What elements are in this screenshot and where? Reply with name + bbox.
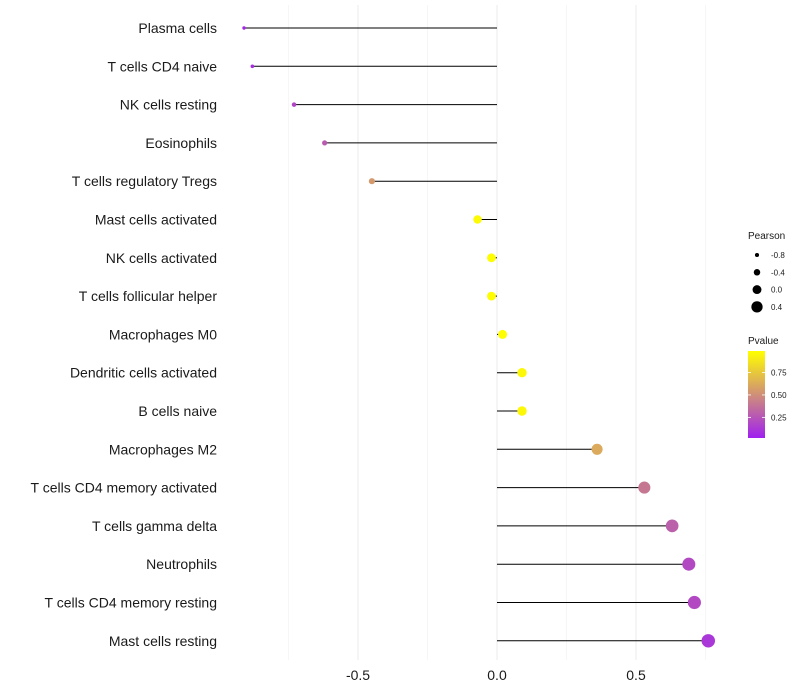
size-legend-key: [753, 269, 761, 276]
category-label: Dendritic cells activated: [70, 365, 217, 381]
category-label: Mast cells resting: [109, 633, 217, 649]
lollipop-point: [487, 291, 496, 301]
lollipop-point: [487, 253, 496, 263]
color-legend-bar: [748, 351, 765, 438]
color-legend-label: 0.50: [771, 391, 787, 400]
lollipop-point: [701, 634, 716, 648]
lollipop-point: [517, 367, 527, 378]
category-label: T cells gamma delta: [92, 518, 217, 534]
size-legend-key: [751, 301, 763, 313]
category-label: T cells CD4 naive: [108, 58, 218, 74]
grid-layer: [288, 5, 706, 660]
size-legend-label: -0.8: [771, 251, 785, 260]
lollipop-point: [242, 26, 246, 30]
size-legend-label: 0.0: [771, 286, 783, 295]
lollipop-point: [682, 557, 696, 571]
lollipop-point: [291, 102, 297, 107]
x-axis: -0.5 0.0 0.5: [346, 667, 646, 683]
size-legend-key: [754, 252, 760, 258]
category-label: Eosinophils: [145, 135, 217, 151]
category-axis: Plasma cells T cells CD4 naive NK cells re…: [31, 20, 218, 649]
size-legend: Pearson -0.8 -0.4 0.0 0.4: [748, 231, 785, 313]
point-layer: [242, 26, 716, 648]
x-tick-label: 0.0: [487, 667, 507, 683]
color-legend-title: Pvalue: [748, 336, 779, 347]
segment-layer: [244, 27, 709, 642]
lollipop-point: [591, 443, 603, 455]
category-label: B cells naive: [138, 403, 217, 419]
lollipop-point: [517, 406, 527, 416]
lollipop-point: [687, 595, 701, 610]
color-legend-label: 0.25: [771, 413, 787, 422]
lollipop-point: [665, 519, 679, 533]
category-label: Macrophages M2: [109, 441, 217, 457]
category-label: T cells regulatory Tregs: [72, 173, 217, 189]
lollipop-point: [250, 64, 255, 69]
category-label: T cells CD4 memory resting: [45, 595, 217, 611]
size-legend-key: [752, 285, 762, 295]
category-label: Neutrophils: [146, 556, 217, 572]
category-label: T cells CD4 memory activated: [31, 480, 217, 496]
lollipop-point: [368, 178, 375, 185]
category-label: Mast cells activated: [95, 212, 217, 228]
category-label: Plasma cells: [138, 20, 217, 36]
category-label: T cells follicular helper: [79, 288, 218, 304]
lollipop-point: [473, 215, 482, 224]
x-tick-label: 0.5: [626, 667, 646, 683]
size-legend-label: -0.4: [771, 268, 785, 277]
lollipop-point: [638, 481, 651, 494]
lollipop-point: [322, 140, 328, 146]
size-legend-title: Pearson: [748, 231, 785, 242]
category-label: Macrophages M0: [109, 326, 217, 342]
size-legend-label: 0.4: [771, 303, 783, 312]
category-label: NK cells resting: [120, 97, 217, 113]
color-legend-label: 0.75: [771, 369, 787, 378]
color-legend: Pvalue 0.75 0.50 0.25: [748, 336, 787, 438]
category-label: NK cells activated: [106, 250, 217, 266]
lollipop-point: [498, 329, 508, 339]
x-tick-label: -0.5: [346, 667, 370, 683]
